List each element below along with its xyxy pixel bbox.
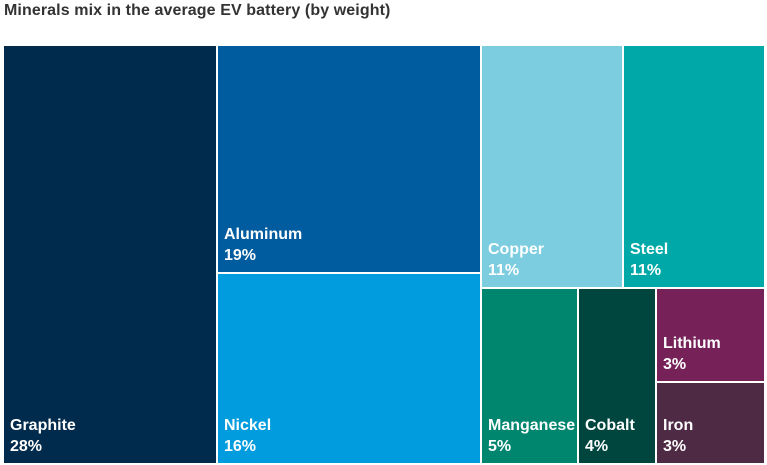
treemap-tile-steel: Steel 11%: [624, 46, 764, 287]
treemap-tile-graphite: Graphite 28%: [4, 46, 216, 463]
treemap-tile-cobalt: Cobalt 4%: [579, 289, 655, 463]
tile-label: Aluminum: [224, 226, 303, 243]
tile-percentage: 19%: [224, 247, 257, 264]
chart-title: Minerals mix in the average EV battery (…: [4, 2, 391, 19]
treemap-tile-lithium: Lithium 3%: [657, 289, 764, 381]
tile-label: Nickel: [224, 417, 272, 434]
treemap-tile-aluminum: Aluminum 19%: [218, 46, 480, 272]
tile-percentage: 3%: [663, 438, 687, 455]
tile-label: Steel: [630, 241, 669, 258]
treemap-tile-iron: Iron 3%: [657, 383, 764, 463]
tile-percentage: 4%: [585, 438, 609, 455]
tile-percentage: 11%: [488, 262, 520, 279]
tile-percentage: 28%: [10, 438, 43, 455]
tile-label: Cobalt: [585, 417, 635, 434]
tile-label: Lithium: [663, 335, 721, 352]
treemap-tile-manganese: Manganese 5%: [482, 289, 577, 463]
tile-label: Manganese: [488, 417, 576, 434]
tile-percentage: 5%: [488, 438, 512, 455]
treemap-tile-nickel: Nickel 16%: [218, 274, 480, 463]
tile-label: Iron: [663, 417, 694, 434]
tile-label: Copper: [488, 241, 544, 258]
tile-percentage: 3%: [663, 356, 687, 373]
tile-percentage: 16%: [224, 438, 257, 455]
tile-percentage: 11%: [630, 262, 662, 279]
tile-label: Graphite: [10, 417, 76, 434]
treemap-tile-copper: Copper 11%: [482, 46, 622, 287]
